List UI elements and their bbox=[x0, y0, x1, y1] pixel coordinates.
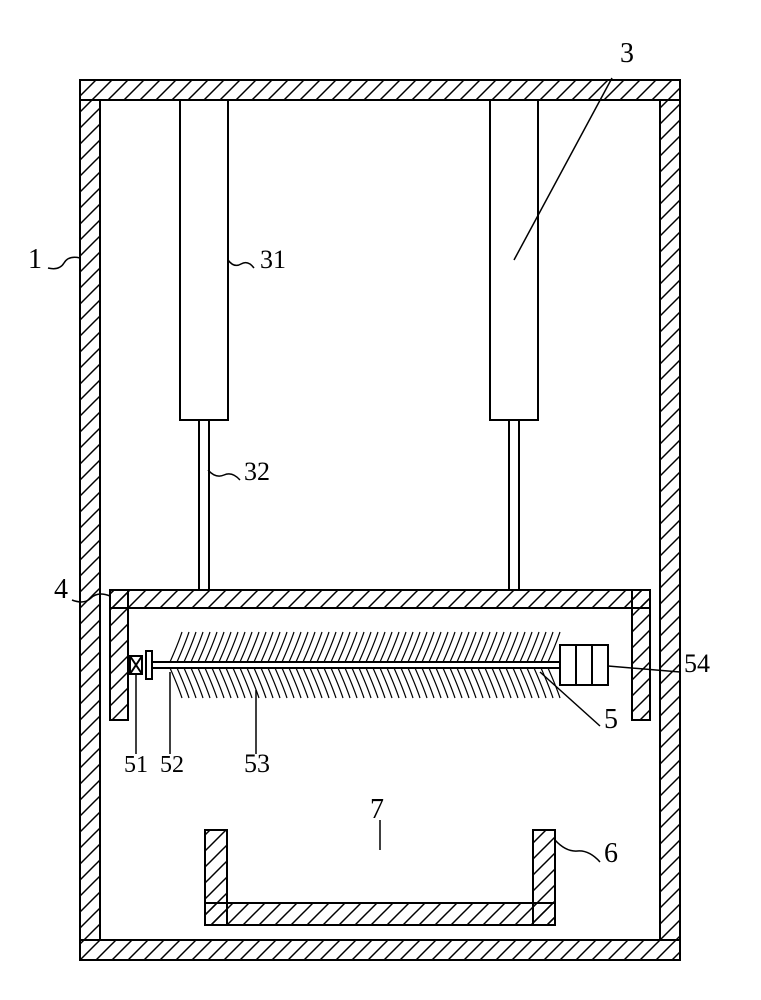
callout-n53: 53 bbox=[244, 749, 270, 778]
callout-n1: 1 bbox=[28, 244, 42, 275]
callout-n7: 7 bbox=[370, 794, 384, 825]
callout-n52: 52 bbox=[160, 752, 184, 778]
callout-n6: 6 bbox=[604, 838, 618, 869]
callout-n4: 4 bbox=[54, 574, 68, 605]
callout-n51: 51 bbox=[124, 752, 148, 778]
callout-n3: 3 bbox=[620, 38, 634, 69]
callout-n54: 54 bbox=[684, 649, 710, 678]
callout-n5: 5 bbox=[604, 704, 618, 735]
callout-n32: 32 bbox=[244, 457, 270, 486]
diagram-canvas: 1 3 31 32 4 5 51 52 53 54 6 7 bbox=[0, 0, 761, 1000]
callout-n31: 31 bbox=[260, 245, 286, 274]
